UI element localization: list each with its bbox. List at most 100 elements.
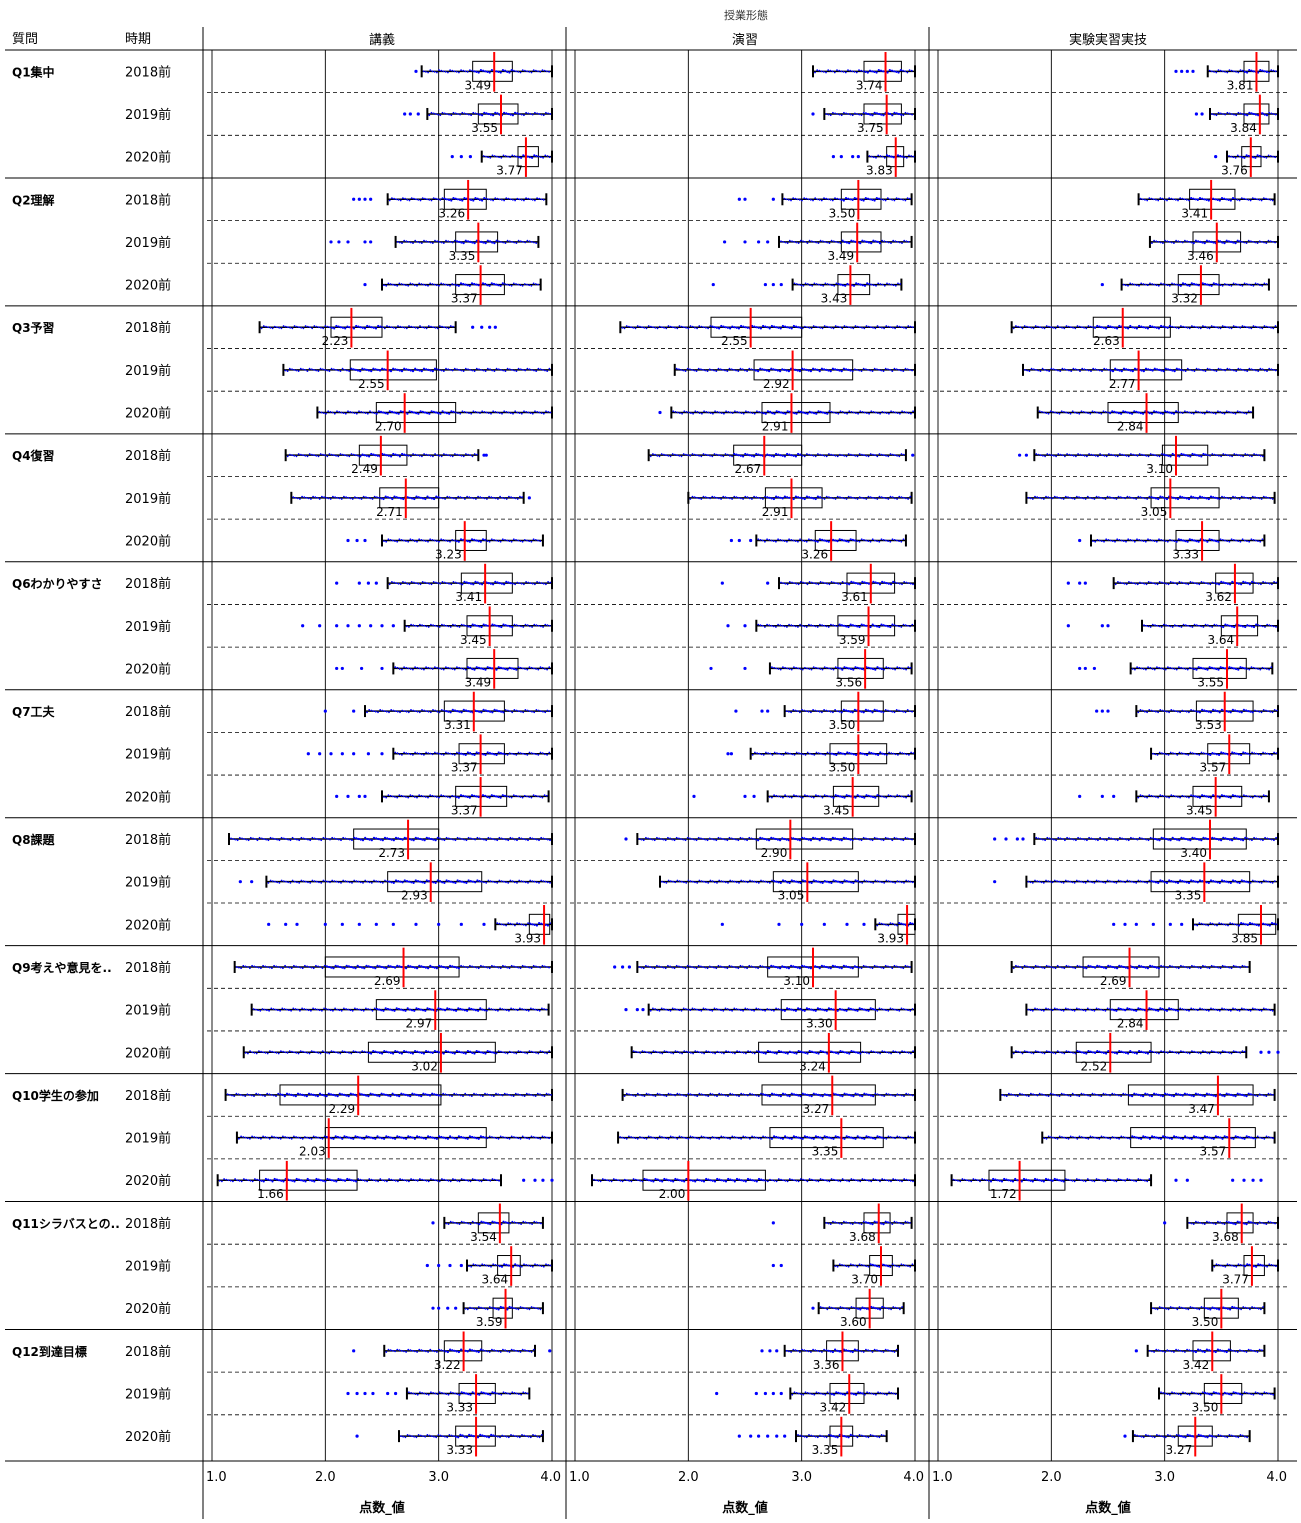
data-point xyxy=(798,752,800,754)
data-point xyxy=(1253,453,1255,455)
data-point xyxy=(879,667,881,669)
data-point xyxy=(449,753,451,755)
data-point xyxy=(905,669,907,671)
data-point xyxy=(354,496,356,498)
data-point xyxy=(896,794,898,796)
data-point xyxy=(514,410,516,412)
data-point xyxy=(813,241,815,243)
data-point xyxy=(424,498,426,500)
period-label: 2018前 xyxy=(125,64,171,80)
data-point xyxy=(1166,411,1168,413)
data-point xyxy=(366,711,368,713)
data-point xyxy=(1185,454,1187,456)
data-point xyxy=(1059,326,1061,328)
data-point xyxy=(353,327,355,329)
data-point xyxy=(534,583,536,585)
data-point xyxy=(433,498,435,500)
data-point xyxy=(1181,752,1183,754)
data-point xyxy=(478,71,480,73)
data-point xyxy=(841,370,843,372)
data-point xyxy=(845,625,847,627)
data-point xyxy=(1253,626,1255,628)
data-point xyxy=(1144,498,1146,500)
data-point xyxy=(390,455,392,457)
data-point xyxy=(753,496,755,498)
data-point xyxy=(1073,839,1075,841)
data-point xyxy=(471,497,473,499)
data-point xyxy=(298,839,300,841)
data-point xyxy=(1163,540,1165,542)
data-point xyxy=(1244,667,1246,669)
data-point xyxy=(1185,668,1187,670)
data-point xyxy=(1186,411,1188,413)
data-point xyxy=(852,624,854,626)
data-point xyxy=(301,880,303,882)
data-point xyxy=(746,454,748,456)
data-point xyxy=(798,410,800,412)
data-point xyxy=(887,838,889,840)
data-point xyxy=(393,839,395,841)
data-point xyxy=(415,496,417,498)
data-point xyxy=(465,368,467,370)
outlier-point xyxy=(335,795,338,798)
data-point xyxy=(775,626,777,628)
data-point xyxy=(1248,112,1250,114)
data-point xyxy=(874,454,876,456)
data-point xyxy=(520,368,522,370)
data-point xyxy=(369,881,371,883)
data-point xyxy=(504,795,506,797)
data-point xyxy=(830,199,832,201)
data-point xyxy=(354,412,356,414)
data-point xyxy=(511,626,513,628)
data-point xyxy=(830,624,832,626)
data-point xyxy=(471,241,473,243)
data-point xyxy=(468,837,470,839)
data-point xyxy=(346,370,348,372)
data-point xyxy=(901,496,903,498)
box-cell: 3.56 xyxy=(709,649,911,689)
data-point xyxy=(463,881,465,883)
data-point xyxy=(807,242,809,244)
data-point xyxy=(456,796,458,798)
data-point xyxy=(470,114,472,116)
data-point xyxy=(1226,72,1228,74)
outlier-point xyxy=(709,667,712,670)
data-point xyxy=(546,370,548,372)
data-point xyxy=(1205,795,1207,797)
data-point xyxy=(755,369,757,371)
data-point xyxy=(1229,583,1231,585)
data-point xyxy=(705,327,707,329)
data-point xyxy=(722,326,724,328)
data-point xyxy=(523,838,525,840)
data-point xyxy=(1097,369,1099,371)
data-point xyxy=(394,752,396,754)
data-point xyxy=(524,795,526,797)
data-point xyxy=(1231,751,1233,753)
data-point xyxy=(1213,539,1215,541)
data-point xyxy=(885,709,887,711)
data-point xyxy=(764,541,766,543)
data-point xyxy=(1220,113,1222,115)
mean-label: 3.45 xyxy=(823,803,850,817)
data-point xyxy=(804,456,806,458)
data-point xyxy=(1055,456,1057,458)
data-point xyxy=(1107,496,1109,498)
data-point xyxy=(346,326,348,328)
data-point xyxy=(863,711,865,713)
data-point xyxy=(526,284,528,286)
data-point xyxy=(1270,498,1272,500)
data-point xyxy=(1166,498,1168,500)
data-point xyxy=(482,497,484,499)
data-point xyxy=(511,155,513,157)
data-point xyxy=(1168,411,1170,413)
data-point xyxy=(1269,838,1271,840)
data-point xyxy=(1209,666,1211,668)
data-point xyxy=(718,454,720,456)
data-point xyxy=(1211,325,1213,327)
data-point xyxy=(539,71,541,73)
outlier-point xyxy=(369,240,372,243)
data-point xyxy=(428,413,430,415)
data-point xyxy=(1200,328,1202,330)
data-point xyxy=(775,326,777,328)
data-point xyxy=(522,753,524,755)
